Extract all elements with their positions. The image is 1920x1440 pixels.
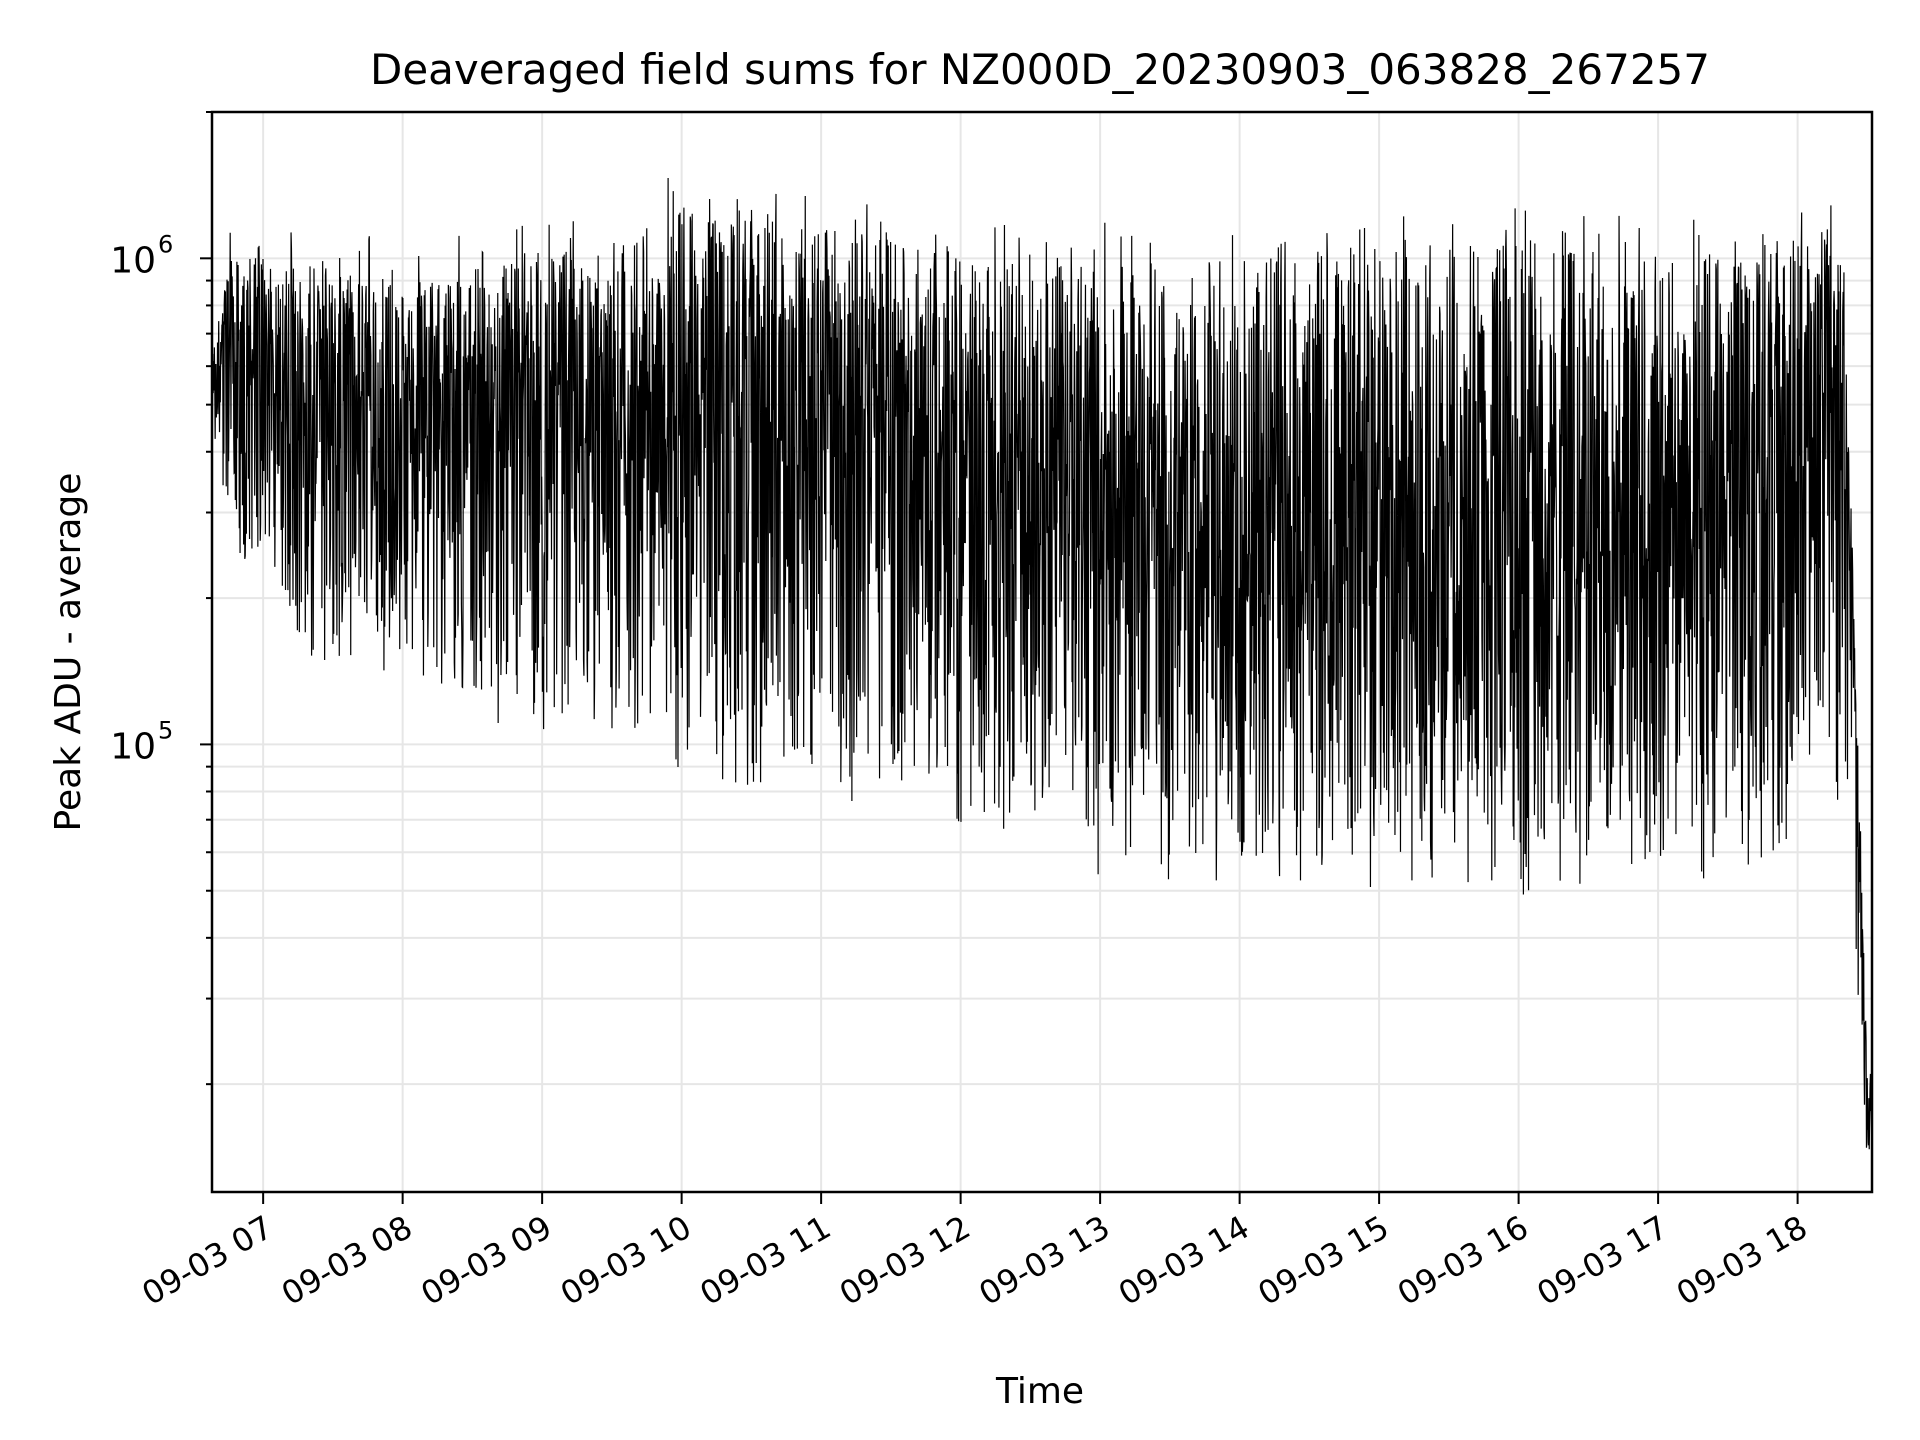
x-tick-label: 09-03 15 (1252, 1208, 1396, 1313)
y-tick-label: 10 (110, 240, 156, 281)
x-axis-label: Time (995, 1371, 1084, 1412)
x-tick-label: 09-03 17 (1531, 1208, 1675, 1313)
y-axis-label: Peak ADU - average (48, 473, 89, 832)
series-line (211, 177, 1873, 1154)
x-tick-label: 09-03 12 (833, 1208, 977, 1313)
x-tick-label: 09-03 10 (554, 1208, 698, 1313)
x-tick-label: 09-03 13 (973, 1208, 1117, 1313)
chart-title: Deaveraged field sums for NZ000D_2023090… (370, 45, 1710, 94)
x-tick-label: 09-03 11 (694, 1208, 838, 1313)
series-layer (211, 177, 1873, 1154)
x-tick-label: 09-03 08 (275, 1208, 419, 1313)
y-tick-label: 10 (110, 726, 156, 767)
x-tick-label: 09-03 07 (136, 1208, 280, 1313)
y-tick-label-exponent: 5 (158, 716, 173, 744)
y-tick-label-exponent: 6 (158, 230, 173, 258)
x-tick-label: 09-03 09 (415, 1208, 559, 1313)
x-tick-label: 09-03 18 (1670, 1208, 1814, 1313)
x-tick-label: 09-03 14 (1112, 1208, 1256, 1313)
plot-frame (210, 110, 1874, 1194)
x-tick-label: 09-03 16 (1391, 1208, 1535, 1313)
